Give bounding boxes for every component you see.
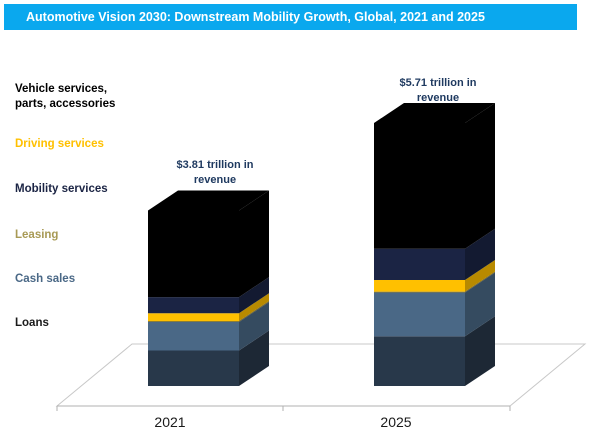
bar-2021-leasing-side bbox=[239, 301, 269, 322]
bar-2021-vehicle-services-parts-accessories-top bbox=[148, 190, 269, 211]
bar-2025-leasing-side bbox=[465, 271, 495, 293]
bar-2025-mobility-services-side bbox=[465, 228, 495, 281]
bar-2021-mobility-services-side bbox=[239, 277, 269, 314]
legend-item-mobility-services: Mobility services bbox=[15, 183, 108, 195]
bar-2025-leasing-front bbox=[374, 291, 465, 293]
bar-2021-cash-sales-side bbox=[239, 301, 269, 351]
bar-2021-leasing-front bbox=[148, 321, 239, 322]
bar-2021-vehicle-services-parts-accessories-front bbox=[148, 210, 239, 298]
bar-2021-loans-front bbox=[148, 350, 239, 386]
bar-2021-mobility-services-front bbox=[148, 297, 239, 314]
bar-2021-cash-sales-front bbox=[148, 321, 239, 351]
revenue-annotation-2025: $5.71 trillion in revenue bbox=[399, 77, 477, 104]
bar-2021-loans-side bbox=[239, 330, 269, 386]
bar-2025-cash-sales-front bbox=[374, 292, 465, 337]
legend-item-cash-sales: Cash sales bbox=[15, 273, 76, 285]
chart-title: Automotive Vision 2030: Downstream Mobil… bbox=[4, 4, 577, 30]
bar-2025-vehicle-services-parts-accessories-top bbox=[374, 102, 495, 123]
bar-2025-driving-services-side bbox=[465, 260, 495, 292]
legend-item-loans: Loans bbox=[15, 317, 49, 329]
bar-2021-vehicle-services-parts-accessories-side bbox=[239, 190, 269, 298]
bar-2021-driving-services-side bbox=[239, 293, 269, 322]
x-tick-label-2025: 2025 bbox=[380, 414, 412, 430]
bar-2025-loans-side bbox=[465, 316, 495, 386]
bar-2025-vehicle-services-parts-accessories-side bbox=[465, 102, 495, 249]
bar-2025-mobility-services-front bbox=[374, 248, 465, 281]
legend-item-driving-services: Driving services bbox=[15, 138, 104, 150]
legend-item-leasing: Leasing bbox=[15, 229, 59, 241]
bar-2021-driving-services-front bbox=[148, 313, 239, 322]
x-tick-label-2021: 2021 bbox=[154, 414, 186, 430]
legend-item-vehicle-services: Vehicle services, parts, accessories bbox=[15, 83, 116, 110]
bar-2025-loans-front bbox=[374, 336, 465, 386]
bar-2025-vehicle-services-parts-accessories-front bbox=[374, 122, 465, 249]
bar-2025-cash-sales-side bbox=[465, 272, 495, 337]
revenue-annotation-2021: $3.81 trillion in revenue bbox=[176, 159, 254, 186]
floor-plane bbox=[55, 343, 587, 407]
bar-2025-driving-services-front bbox=[374, 280, 465, 292]
